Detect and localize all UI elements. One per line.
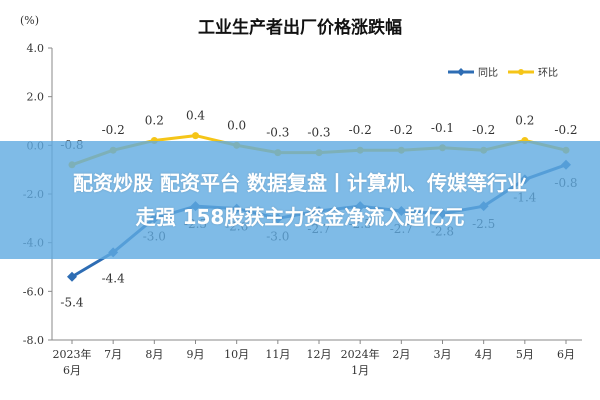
data-label-1: -0.2 (554, 123, 577, 137)
y-tick-label: 4.0 (27, 42, 45, 55)
x-tick-label: 2023年 6月 (53, 347, 92, 377)
data-label-1: -0.2 (472, 123, 495, 137)
data-label-1: -0.3 (266, 126, 289, 140)
data-label-1: -0.2 (390, 123, 413, 137)
x-tick-label: 6月 (557, 348, 575, 361)
x-tick-label: 8月 (145, 348, 163, 361)
data-label-1: 0.0 (227, 118, 246, 132)
x-tick-label: 9月 (187, 348, 205, 361)
y-tick-label: -6.0 (23, 285, 44, 298)
data-label-0: -4.4 (102, 271, 126, 285)
data-label-1: -0.2 (102, 123, 125, 137)
y-axis-unit: (%) (20, 14, 39, 27)
data-label-1: 0.4 (186, 109, 205, 123)
x-tick-label: 11月 (265, 348, 290, 361)
legend-marker-1 (518, 69, 524, 75)
x-tick-label: 7月 (104, 348, 122, 361)
data-label-1: -0.3 (307, 126, 330, 140)
data-label-1: -0.2 (349, 123, 372, 137)
legend: 同比 环比 (448, 67, 558, 79)
banner-line-2: 走强 158股获主力资金净流入超亿元 (135, 205, 465, 229)
overlay-banner: 配资炒股 配资平台 数据复盘丨计算机、传媒等行业 走强 158股获主力资金净流入… (0, 141, 600, 259)
data-label-0: -5.4 (60, 296, 84, 310)
data-label-1: 0.2 (145, 113, 164, 127)
y-tick-label: -8.0 (23, 334, 44, 347)
x-tick-label: 5月 (516, 348, 534, 361)
x-tick-label: 10月 (224, 348, 249, 361)
legend-marker-0 (457, 68, 465, 76)
series-point-1 (192, 132, 199, 140)
legend-label-0: 同比 (478, 67, 498, 79)
series-point-0 (67, 271, 77, 282)
data-label-1: 0.2 (515, 113, 534, 127)
chart-title: 工业生产者出厂价格涨跌幅 (198, 17, 402, 38)
data-label-1: -0.1 (431, 121, 454, 135)
banner-line-1: 配资炒股 配资平台 数据复盘丨计算机、传媒等行业 (73, 171, 527, 195)
x-tick-label: 2024年 1月 (341, 347, 380, 377)
y-tick-label: 2.0 (27, 91, 45, 104)
x-tick-label: 4月 (475, 348, 493, 361)
x-tick-label: 3月 (434, 348, 452, 361)
legend-label-1: 环比 (538, 67, 558, 79)
x-tick-label: 12月 (307, 348, 332, 361)
x-tick-label: 2月 (392, 348, 410, 361)
